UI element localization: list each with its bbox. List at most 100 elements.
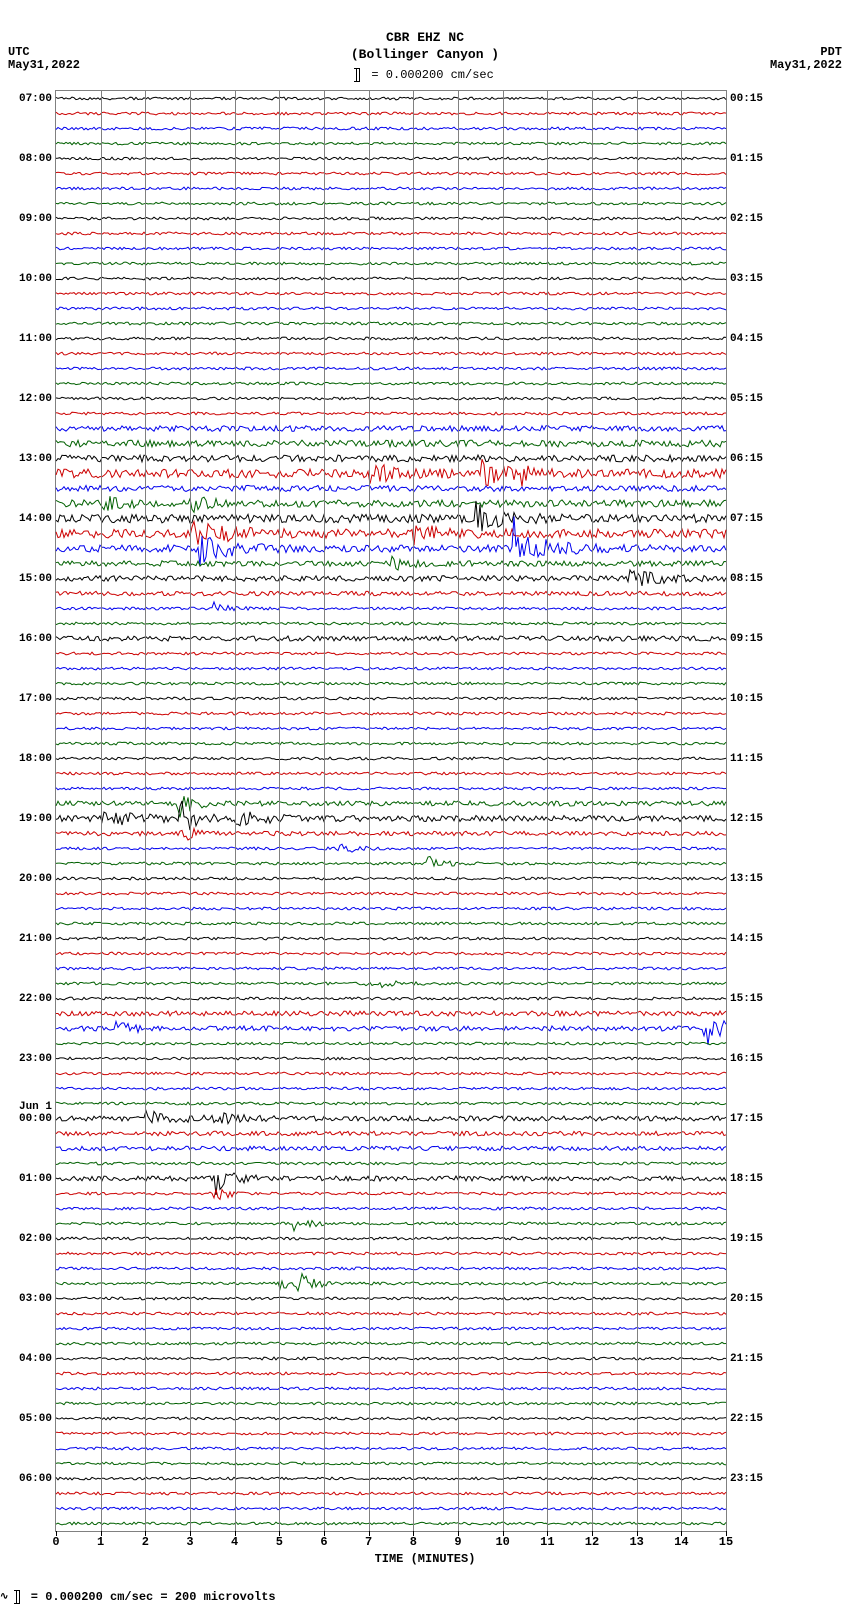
xtick-label: 3 [186,1535,193,1549]
pdt-time-label: 20:15 [730,1293,763,1305]
seismic-trace [56,1131,726,1135]
pdt-time-label: 08:15 [730,573,763,585]
xtick-label: 10 [495,1535,509,1549]
pdt-time-label: 03:15 [730,273,763,285]
tz-right: PDT [820,45,842,59]
seismic-trace [56,1087,726,1090]
seismic-trace [56,337,726,340]
seismic-trace [56,1432,726,1435]
seismic-trace [56,157,726,160]
station-location: (Bollinger Canyon ) [0,47,850,64]
pdt-time-label: 16:15 [730,1053,763,1065]
seismic-trace [56,602,726,611]
utc-time-label: 15:00 [19,573,52,585]
seismic-trace [56,757,726,760]
seismic-trace [56,440,726,447]
seismic-trace [56,622,726,625]
seismic-trace [56,459,726,486]
seismic-trace [56,937,726,940]
seismic-trace [56,844,726,852]
pdt-time-label: 04:15 [730,333,763,345]
seismic-trace [56,412,726,415]
utc-time-label: 11:00 [19,333,52,345]
seismic-trace [56,1189,726,1199]
scale-text: = 0.000200 cm/sec [371,68,493,82]
xtick-label: 5 [276,1535,283,1549]
utc-time-label: 23:00 [19,1053,52,1065]
utc-time-label: 09:00 [19,213,52,225]
seismic-trace [56,1342,726,1345]
pdt-time-label: 13:15 [730,873,763,885]
seismic-trace [56,516,726,565]
utc-time-label: 22:00 [19,993,52,1005]
pdt-time-label: 19:15 [730,1233,763,1245]
seismic-trace [56,397,726,400]
seismic-trace [56,727,726,730]
xtick-label: 15 [719,1535,733,1549]
utc-time-label: 08:00 [19,153,52,165]
pdt-time-label: 07:15 [730,513,763,525]
seismic-trace [56,742,726,745]
seismic-trace [56,997,726,1000]
seismic-trace [56,1267,726,1270]
seismic-trace [56,1102,726,1105]
seismic-trace [56,892,726,895]
pdt-time-label: 05:15 [730,393,763,405]
seismic-trace [56,382,726,385]
utc-time-label: 04:00 [19,1353,52,1365]
utc-time-label: 19:00 [19,813,52,825]
seismic-trace [56,556,726,570]
seismic-trace [56,1237,726,1240]
xtick-label: 8 [410,1535,417,1549]
xtick-label: 1 [97,1535,104,1549]
seismic-trace [56,772,726,775]
header: CBR EHZ NC (Bollinger Canyon ) [0,30,850,64]
seismogram-container: CBR EHZ NC (Bollinger Canyon ) = 0.00020… [0,0,850,1613]
seismic-trace [56,97,726,100]
xtick-label: 2 [142,1535,149,1549]
pdt-time-label: 02:15 [730,213,763,225]
utc-time-label: 07:00 [19,93,52,105]
seismic-trace [56,1221,726,1231]
trace-svg [56,91,726,1531]
utc-time-label: 17:00 [19,693,52,705]
pdt-time-label: 18:15 [730,1173,763,1185]
seismic-trace [56,787,726,790]
xtick-label: 13 [629,1535,643,1549]
seismic-trace [56,1111,726,1124]
grid-line [413,91,414,1531]
utc-time-label: 00:00 [19,1113,52,1125]
pdt-time-label: 12:15 [730,813,763,825]
plot-area: 012345678910111213141507:0008:0009:0010:… [55,90,727,1532]
seismic-trace [56,1042,726,1045]
seismic-trace [56,1387,726,1390]
grid-line [190,91,191,1531]
seismic-trace [56,1492,726,1495]
pdt-time-label: 17:15 [730,1113,763,1125]
seismic-trace [56,907,726,910]
seismic-trace [56,712,726,715]
seismic-trace [56,217,726,220]
seismic-trace [56,1447,726,1450]
pdt-time-label: 22:15 [730,1413,763,1425]
grid-line [324,91,325,1531]
seismic-trace [56,697,726,700]
seismic-trace [56,1146,726,1150]
seismic-trace [56,829,726,840]
utc-time-label: 13:00 [19,453,52,465]
seismic-trace [56,1327,726,1330]
seismic-trace [56,367,726,370]
scale-bar-icon [16,1590,20,1604]
seismic-trace [56,1072,726,1075]
seismic-trace [56,172,726,175]
pdt-time-label: 01:15 [730,153,763,165]
seismic-trace [56,112,726,115]
utc-time-label: 16:00 [19,633,52,645]
station-code: CBR EHZ NC [0,30,850,47]
seismic-trace [56,922,726,925]
seismic-trace [56,232,726,235]
pdt-time-label: 09:15 [730,633,763,645]
footer-text: = 0.000200 cm/sec = 200 microvolts [31,1590,276,1604]
utc-time-label: 18:00 [19,753,52,765]
grid-line [279,91,280,1531]
